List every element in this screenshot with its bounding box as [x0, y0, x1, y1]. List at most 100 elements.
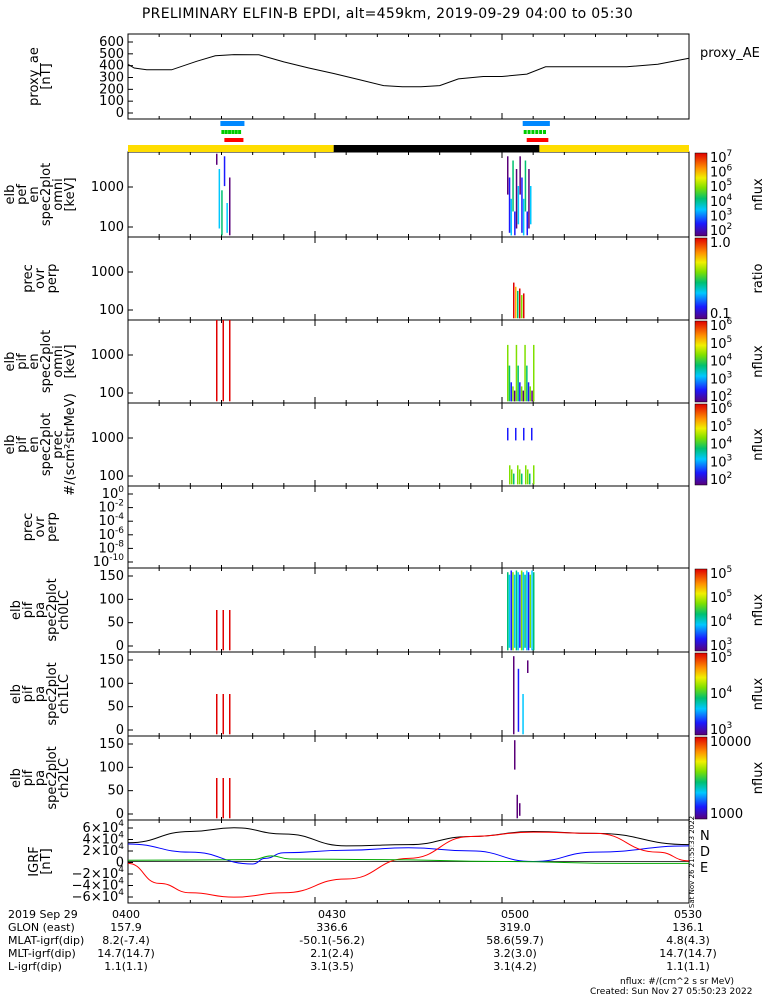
y-tick-label-igrf: 0 — [116, 856, 124, 871]
colorbar-label-pef: nflux — [751, 178, 766, 211]
y-tick-label-igrf: 6×104 — [83, 819, 125, 836]
created-note: Created: Sun Nov 27 05:50:23 2022 — [590, 987, 753, 997]
pef-streak — [522, 198, 525, 236]
colorbar-label-pa_ch0: nflux — [751, 594, 766, 627]
footer-row-label: GLON (east) — [8, 921, 75, 934]
pif-prec-streak — [515, 427, 517, 441]
zone-red-dash — [530, 138, 535, 142]
footer-value: 8.2(-7.4) — [102, 934, 150, 947]
units-note: nflux: #/(cm^2 s sr MeV) — [620, 977, 734, 987]
colorbar-tick-pif_prec: 105 — [710, 418, 732, 435]
ylabel-pa_ch1: ch1LC — [57, 674, 72, 714]
ylabel-pif_prec: en — [27, 436, 42, 452]
colorbar-pef — [694, 152, 708, 237]
ratio-streak — [517, 290, 519, 319]
ylabel-pa_ch1: pif — [21, 685, 36, 702]
ylabel-pef: [keV] — [63, 177, 78, 211]
ratio-streak — [515, 286, 517, 319]
ylabel-pif_omni: pif — [15, 353, 30, 370]
ylabel-pif_prec: prec — [51, 430, 66, 458]
colorbar-tick-pif_prec: 102 — [710, 471, 732, 488]
colorbar-pif_omni — [694, 320, 708, 403]
panel-frame-ae — [127, 33, 690, 120]
colorbar-label-pif_omni: nflux — [751, 345, 766, 378]
pif-prec-streak — [507, 427, 509, 441]
pif-omni-streak — [507, 344, 509, 402]
ch0-streak — [512, 572, 514, 651]
series-igrf-green — [127, 855, 689, 864]
pif-omni-streak — [515, 344, 518, 402]
orbit-segment — [539, 145, 689, 152]
pef-streak — [517, 186, 520, 225]
orbit-segment — [333, 145, 540, 152]
zone-red-dash — [230, 138, 235, 142]
zone-red-dash — [233, 138, 238, 142]
footer-value: 0400 — [112, 908, 140, 921]
ylabel-pa_ch2: elb — [9, 768, 24, 788]
ylabel-pa_ch0: pa — [33, 602, 48, 618]
pef-streak — [510, 198, 512, 236]
footer-row-label: 2019 Sep 29 — [8, 908, 78, 921]
zone-red-dash — [239, 138, 244, 142]
pif-prec-streak — [527, 469, 529, 485]
pif-omni-streak — [508, 365, 511, 402]
ylabel-pef: en — [27, 186, 42, 202]
ylabel-pef: omni — [51, 178, 66, 210]
ch0-streak — [510, 570, 512, 651]
ylabel-pa_ch0: elb — [9, 600, 24, 620]
ratio-streak — [513, 282, 515, 319]
pif-omni-streak — [529, 386, 531, 402]
ylabel-pa_ch2: pa — [33, 770, 48, 786]
ylabel-ae: proxy_ae — [27, 47, 42, 106]
zone-green-dash — [221, 130, 225, 134]
ylabel-pa_ch0: pif — [21, 601, 36, 618]
y-tick-label-igrf: 2×104 — [83, 842, 125, 859]
pif-prec-streak — [521, 473, 523, 485]
ch0-streak — [531, 570, 533, 651]
pef-streak — [216, 153, 218, 165]
panel-frame-pef_ratio — [127, 236, 690, 321]
zone-green-dash — [535, 130, 539, 134]
zone-green-dash — [543, 130, 547, 134]
pef-streak — [524, 160, 527, 212]
colorbar-label-pif_prec: nflux — [751, 428, 766, 461]
zone-red-dash — [533, 138, 538, 142]
colorbar-label-pa_ch1: nflux — [751, 678, 766, 711]
footer-value: 0430 — [318, 908, 346, 921]
ch1-streak — [527, 660, 529, 673]
ch1-streak — [222, 694, 224, 735]
footer-value: 319.0 — [499, 921, 531, 934]
y-tick-label-pa_ch0: 150 — [99, 569, 124, 584]
y-tick-label-pa_ch2: 0 — [116, 807, 124, 822]
y-tick-label-ae: 300 — [99, 71, 124, 86]
zone-red-dash — [540, 138, 545, 142]
y-tick-label-igrf: 4×104 — [83, 831, 125, 848]
pef-streak — [512, 160, 514, 212]
zone-green-dash — [531, 130, 535, 134]
legend-proxy-ae: proxy_AE — [700, 46, 760, 61]
zone-green-dash — [228, 130, 232, 134]
pef-streak — [519, 156, 521, 195]
ylabel-ae: [nT] — [39, 63, 54, 89]
ch0-streak — [507, 572, 509, 651]
ylabel-pif_omni: elb — [3, 352, 18, 372]
colorbar-label-pa_ch2: nflux — [751, 762, 766, 795]
y-tick-label-ae: 200 — [99, 82, 124, 97]
ch2-streak — [519, 803, 521, 816]
ylabel-pif_ratio: perp — [45, 512, 60, 542]
ch0-streak — [513, 574, 516, 648]
ratio-streak — [521, 295, 523, 319]
zone-red-dash — [236, 138, 241, 142]
colorbar-tick-pa_ch2: 1000 — [710, 807, 743, 822]
pif-prec-streak — [511, 469, 513, 485]
ch2-streak — [514, 740, 516, 770]
ylabel-pif_omni: en — [27, 353, 42, 369]
pef-streak — [221, 190, 223, 236]
pef-streak — [521, 177, 523, 233]
ylabel-pa_ch2: spec2plot — [45, 746, 60, 809]
ylabel-pef_ratio: ovr — [33, 267, 48, 289]
y-tick-label-pa_ch2: 50 — [107, 784, 124, 799]
ch0-streak — [216, 610, 218, 651]
pif-omni-streak — [526, 365, 528, 402]
